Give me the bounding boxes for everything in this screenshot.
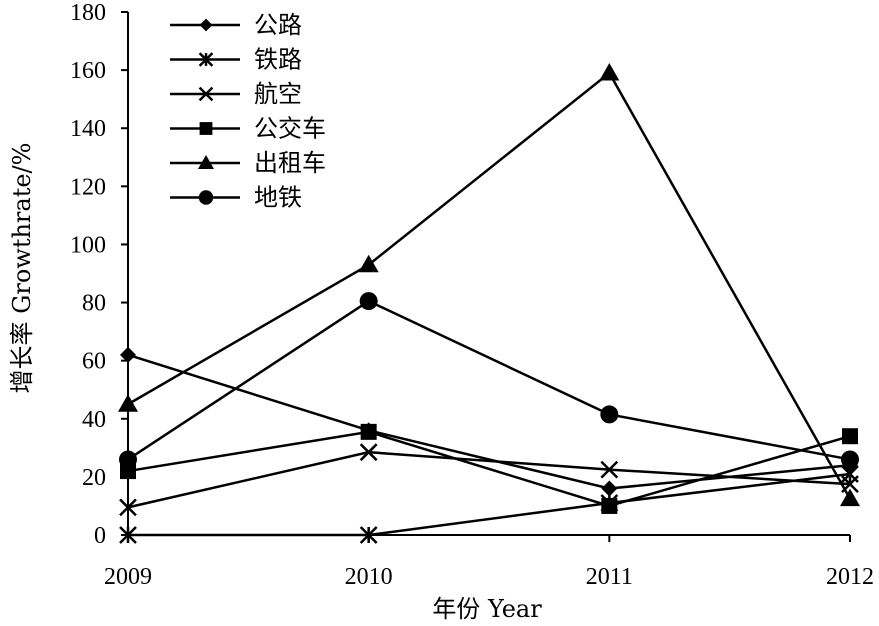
data-point-x [600,460,619,479]
x-tick-label: 2011 [586,564,633,590]
y-tick-label: 100 [70,232,106,258]
x-tick-label: 2010 [345,564,393,590]
data-point-square [601,497,618,514]
y-axis-title: 增长率 Growthrate/% [8,143,36,394]
data-point-square [842,428,858,445]
legend-label: 公交车 [254,115,326,143]
legend-label: 铁路 [254,46,302,74]
legend-label: 航空 [254,80,302,108]
data-point-circle [600,405,619,424]
series-line [127,299,851,461]
data-point-x [198,86,214,102]
y-tick-label: 40 [82,407,106,433]
data-point-triangle [358,254,379,273]
y-tick-label: 0 [94,523,106,549]
legend-label: 地铁 [254,184,302,212]
y-axis-ticks: 0 20 40 60 80 100 120 140 160 180 [70,0,128,549]
legend-item: 铁路 [170,46,302,74]
series-line [128,472,851,537]
data-point-diamond [601,480,618,497]
data-point-square [360,423,377,440]
data-point-asterisk [198,52,214,67]
data-point-diamond [120,346,136,363]
data-point-triangle [198,155,214,169]
data-point-asterisk [359,526,378,544]
data-point-square [199,122,213,135]
data-point-circle [119,450,137,469]
legend-item: 出租车 [170,149,326,177]
series-line [127,71,852,500]
y-tick-label: 120 [70,174,106,200]
legend-label: 公路 [254,11,302,39]
plot-area [127,12,850,536]
data-point-circle [841,450,859,469]
data-point-diamond [199,18,213,32]
y-tick-label: 60 [82,349,106,375]
legend-item: 公路 [170,11,302,39]
data-point-x [119,498,137,517]
data-point-circle [198,190,214,205]
data-point-triangle [118,394,138,412]
legend-item: 地铁 [170,184,302,212]
y-tick-label: 80 [82,291,106,317]
series-1 [120,346,858,497]
data-point-asterisk [119,526,137,544]
y-tick-label: 180 [70,0,106,26]
data-point-triangle [599,63,620,81]
series-line [127,450,851,509]
x-axis-title: 年份 Year [432,595,542,623]
y-tick-label: 20 [82,465,106,491]
data-point-circle [359,292,378,311]
series-3 [119,443,859,517]
legend-item: 公交车 [170,115,326,143]
y-tick-label: 140 [70,116,106,142]
legend-label: 出租车 [254,149,326,177]
series-line [127,430,851,508]
series-6 [119,292,859,469]
data-point-triangle [840,488,860,507]
x-tick-label: 2009 [104,564,152,590]
series-4 [120,423,858,514]
legend-item: 航空 [170,80,302,108]
x-axis-ticks: 2009 2010 2011 2012 [104,535,874,590]
y-tick-label: 160 [70,58,106,84]
series-lines [118,63,860,544]
data-point-x [359,443,378,462]
x-tick-label: 2012 [826,564,874,590]
series-5 [118,63,860,507]
